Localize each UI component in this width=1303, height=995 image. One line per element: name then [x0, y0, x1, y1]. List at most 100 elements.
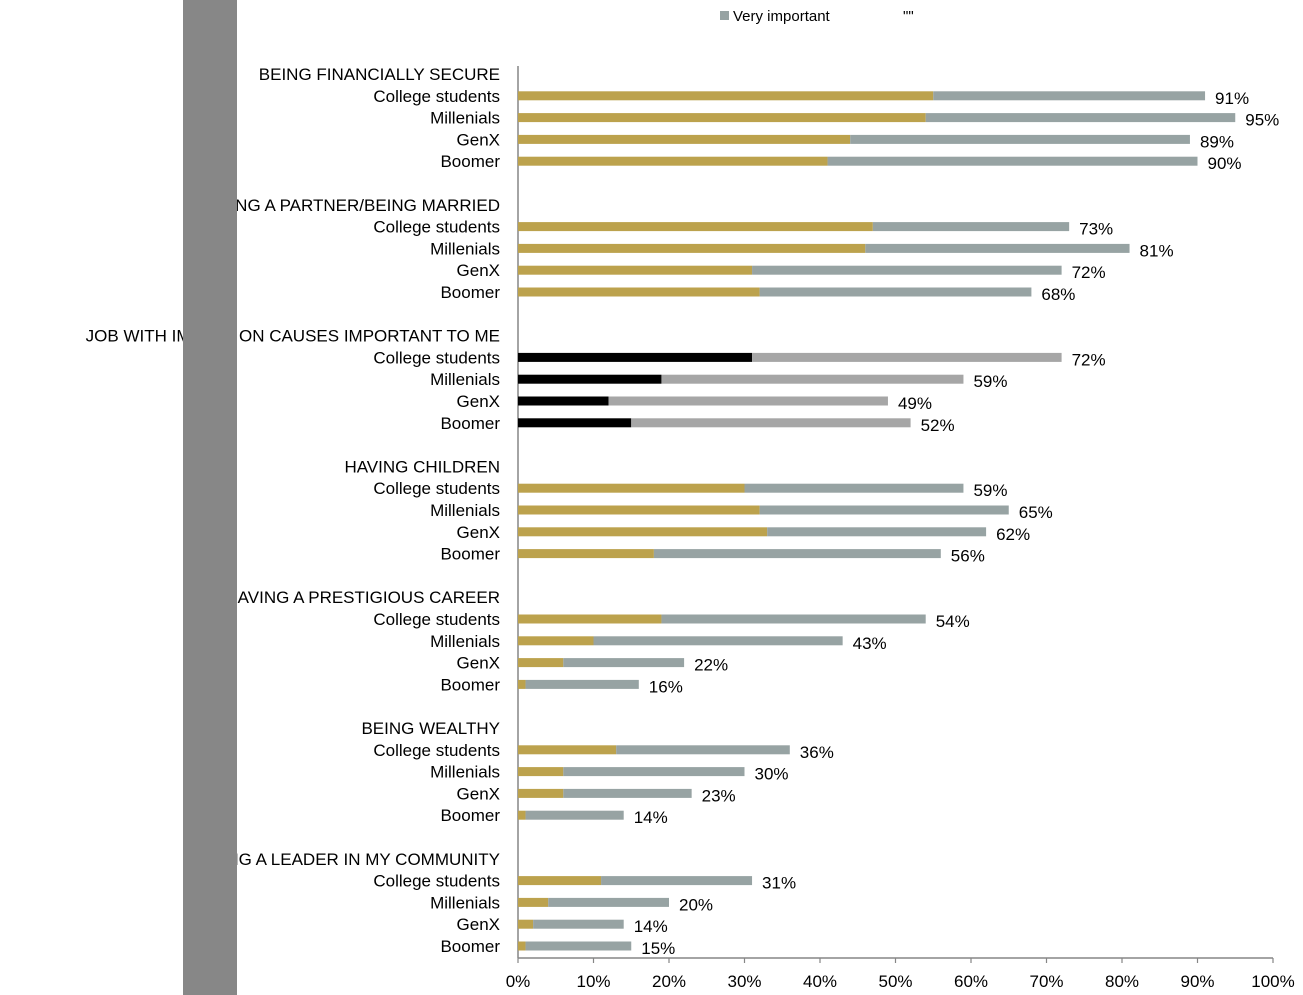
bar-segment-very-important [533, 919, 624, 929]
data-label: 20% [679, 895, 713, 914]
data-label: 72% [1072, 263, 1106, 282]
bar-segment-very-important [593, 636, 843, 646]
bar-segment-very-important [752, 352, 1062, 362]
x-tick-label: 50% [878, 972, 912, 991]
data-label: 68% [1041, 285, 1075, 304]
group-label: BEING WEALTHY [361, 719, 500, 738]
bar-segment-very-important [759, 505, 1009, 515]
legend-label-very-important: Very important [733, 8, 830, 25]
row-label: GenX [457, 130, 500, 149]
data-label: 89% [1200, 132, 1234, 151]
bar-segment-very-important [925, 113, 1236, 123]
row-label: Boomer [440, 937, 500, 956]
data-label: 54% [936, 612, 970, 631]
data-label: 81% [1140, 241, 1174, 260]
data-label: 16% [649, 677, 683, 696]
row-label: College students [373, 218, 500, 237]
bar-segment-very-important [752, 265, 1062, 275]
bar-segment-first [518, 767, 564, 777]
bar-segment-very-important [744, 483, 964, 493]
row-label: Millenials [430, 501, 500, 520]
bar-segment-first [518, 91, 934, 101]
bar-segment-first [518, 810, 526, 820]
bar-segment-first [518, 265, 753, 275]
legend: Very important "" [720, 8, 914, 26]
bar-segment-first [518, 919, 534, 929]
row-label: Boomer [440, 806, 500, 825]
bar-segment-first [518, 418, 632, 428]
bar-segment-very-important [653, 549, 941, 559]
row-label: Millenials [430, 370, 500, 389]
row-label: Boomer [440, 283, 500, 302]
group-label: HAVING CHILDREN [344, 457, 500, 476]
row-label: GenX [457, 261, 500, 280]
x-tick-label: 30% [727, 972, 761, 991]
bar-segment-first [518, 396, 609, 406]
bar-segment-very-important [601, 876, 753, 886]
legend-swatch-very-important [720, 11, 729, 20]
bar-segment-first [518, 483, 745, 493]
group-label: BEING A LEADER IN MY COMMUNITY [199, 850, 500, 869]
row-label: College students [373, 479, 500, 498]
data-label: 95% [1245, 111, 1279, 130]
bar-segment-first [518, 113, 926, 123]
data-label: 62% [996, 525, 1030, 544]
data-label: 72% [1072, 350, 1106, 369]
data-label: 73% [1079, 220, 1113, 239]
data-label: 91% [1215, 89, 1249, 108]
x-tick-label: 60% [954, 972, 988, 991]
row-label: GenX [457, 915, 500, 934]
row-label: GenX [457, 523, 500, 542]
data-label: 65% [1019, 503, 1053, 522]
bar-segment-very-important [767, 527, 987, 537]
x-tick-label: 20% [652, 972, 686, 991]
bar-segment-first [518, 941, 526, 951]
row-label: Millenials [430, 239, 500, 258]
bar-segment-first [518, 505, 760, 515]
x-tick-label: 70% [1029, 972, 1063, 991]
row-label: Boomer [440, 675, 500, 694]
bar-segment-first [518, 222, 873, 232]
bar-segment-first [518, 243, 866, 253]
bar-segment-first [518, 549, 654, 559]
group-label: HAVING A PARTNER/BEING MARRIED [197, 196, 500, 215]
data-label: 59% [973, 372, 1007, 391]
x-tick-label: 0% [506, 972, 531, 991]
bar-segment-very-important [827, 156, 1198, 166]
row-label: Millenials [430, 109, 500, 128]
data-label: 52% [921, 416, 955, 435]
bar-segment-first [518, 156, 828, 166]
data-label: 15% [641, 939, 675, 958]
x-tick-label: 90% [1180, 972, 1214, 991]
data-label: 14% [634, 808, 668, 827]
row-label: College students [373, 872, 500, 891]
x-tick-label: 40% [803, 972, 837, 991]
data-label: 23% [702, 786, 736, 805]
data-label: 30% [755, 765, 789, 784]
row-label: College students [373, 348, 500, 367]
gray-overlay-bar [183, 0, 237, 995]
x-tick-label: 10% [576, 972, 610, 991]
bar-segment-first [518, 527, 768, 537]
group-label: BEING FINANCIALLY SECURE [259, 65, 500, 84]
x-tick-label: 100% [1251, 972, 1294, 991]
row-label: Millenials [430, 763, 500, 782]
data-label: 43% [853, 634, 887, 653]
data-label: 56% [951, 547, 985, 566]
row-label: College students [373, 741, 500, 760]
data-label: 49% [898, 394, 932, 413]
row-label: Boomer [440, 545, 500, 564]
bar-segment-very-important [563, 658, 685, 668]
row-label: GenX [457, 392, 500, 411]
bar-segment-very-important [616, 745, 790, 755]
bar-segment-very-important [661, 614, 926, 624]
bar-segment-first [518, 679, 526, 689]
bar-segment-very-important [661, 374, 964, 384]
bar-segment-first [518, 614, 662, 624]
row-label: Millenials [430, 632, 500, 651]
bar-segment-first [518, 287, 760, 297]
bar-segment-very-important [631, 418, 911, 428]
legend-label-extra: "" [903, 8, 914, 25]
bar-segment-very-important [872, 222, 1070, 232]
group-label: HAVING A PRESTIGIOUS CAREER [225, 588, 500, 607]
